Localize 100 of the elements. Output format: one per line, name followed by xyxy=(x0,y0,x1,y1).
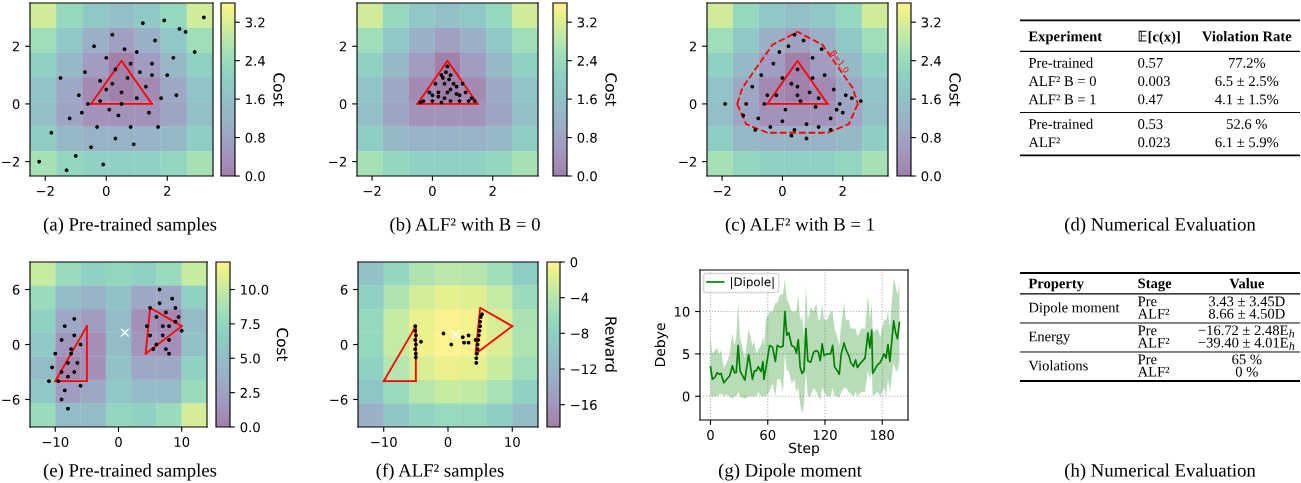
y-tick-label: 0 xyxy=(12,99,20,110)
text: (c) ALF² with B = 1 xyxy=(725,217,874,235)
text: Pre-trained xyxy=(1028,57,1094,68)
x-tick-label: 0 xyxy=(429,185,436,196)
text: ALF² xyxy=(1137,366,1170,377)
text: ALF² xyxy=(1137,337,1170,348)
text: 6.5 ± 2.5% xyxy=(1215,76,1279,87)
color-bar-label: 0.0 xyxy=(577,171,597,182)
x-tick-label: 10 xyxy=(174,436,190,447)
color-bar-label: −4 xyxy=(571,293,589,303)
text: 0.57 xyxy=(1138,57,1163,68)
legend-label: |Dipole| xyxy=(731,277,774,289)
text: Pre xyxy=(1138,325,1157,336)
x-tick-label: 2 xyxy=(839,185,846,196)
x-tick-label: −10 xyxy=(371,436,397,447)
x-axis-title: Step xyxy=(789,442,820,456)
color-bar-label: 2.4 xyxy=(921,55,941,66)
text: 0.53 xyxy=(1138,119,1163,130)
color-bar-label: 0 xyxy=(570,257,578,268)
y-tick-label: −2 xyxy=(2,156,19,167)
y-tick-label: 0 xyxy=(340,339,348,350)
y-tick-label: 0 xyxy=(682,391,690,402)
color-bar-label: 3.2 xyxy=(921,17,941,28)
y-tick-label: −2 xyxy=(329,156,346,167)
text: Dipole moment xyxy=(1028,302,1120,316)
color-bar-label: 1.6 xyxy=(246,94,265,105)
x-tick-label: 60 xyxy=(760,429,776,440)
y-tick-label: 10 xyxy=(674,306,690,317)
category-label: Stage xyxy=(1138,278,1172,292)
x-tick-label: 180 xyxy=(871,429,894,440)
text: 77.2% xyxy=(1228,57,1266,68)
text: Pre xyxy=(1138,296,1157,307)
text: (b) ALF² with B = 0 xyxy=(390,217,540,235)
color-bar-label: 3.2 xyxy=(245,17,265,28)
text: 6.1 ± 5.9% xyxy=(1215,137,1279,148)
text: 0.003 xyxy=(1138,76,1170,87)
color-bar-label: 0.8 xyxy=(577,132,597,143)
text: 8.66 ± 4.50D xyxy=(1208,308,1285,319)
x-tick-label: −2 xyxy=(36,185,54,196)
color-bar-label: −8 xyxy=(571,328,589,339)
color-bar-label: 2.4 xyxy=(245,55,265,66)
text: Violations xyxy=(1028,360,1088,371)
x-tick-label: 10 xyxy=(505,436,520,447)
text: ALF² B = 0 xyxy=(1028,76,1096,87)
x-tick-label: 2 xyxy=(489,185,496,196)
color-bar-label: 0.0 xyxy=(921,171,941,182)
category-label: 𝔼[c(x)] xyxy=(1138,30,1180,45)
x-tick-label: −2 xyxy=(713,185,731,196)
x-tick-label: 2 xyxy=(164,185,171,196)
text: ALF² xyxy=(1028,137,1060,148)
color-bar-title: Cost xyxy=(605,73,617,107)
color-bar-label: 0.8 xyxy=(921,132,941,143)
category-label: Value xyxy=(1229,278,1264,289)
y-tick-label: −2 xyxy=(679,156,696,167)
x-tick-label: −2 xyxy=(363,185,381,196)
y-tick-label: 2 xyxy=(689,41,696,52)
text: (e) Pre-trained samples xyxy=(43,463,217,481)
color-bar-title: Cost xyxy=(273,73,285,107)
y-axis-title: Debye xyxy=(654,323,668,367)
text: 0 % xyxy=(1235,366,1258,377)
category-label: Experiment xyxy=(1028,31,1103,45)
text: −16.72 ± 2.48E$_{h}$ xyxy=(1198,325,1295,338)
text: ALF² xyxy=(1137,308,1170,319)
text: 52.6 % xyxy=(1226,119,1267,130)
color-bar-label: 5.0 xyxy=(240,353,260,364)
color-bar-label: 10.0 xyxy=(241,284,269,295)
text: (f) ALF² samples xyxy=(376,463,504,481)
text: 65 % xyxy=(1232,354,1262,365)
x-tick-label: −10 xyxy=(42,436,69,447)
x-tick-label: 0 xyxy=(444,436,452,447)
color-bar-label: 7.5 xyxy=(240,319,260,330)
color-bar-label: −12 xyxy=(571,364,597,375)
text: −39.40 ± 4.01E$_{h}$ xyxy=(1198,337,1295,350)
category-label: Violation Rate xyxy=(1202,31,1292,42)
y-tick-label: 0 xyxy=(339,99,347,110)
y-tick-label: 2 xyxy=(339,41,346,52)
x-tick-label: 120 xyxy=(813,429,837,440)
y-tick-label: 2 xyxy=(12,41,19,52)
y-tick-label: 0 xyxy=(12,339,20,350)
text: 0.47 xyxy=(1138,94,1163,105)
y-tick-label: 5 xyxy=(682,349,690,360)
color-bar-title: Reward xyxy=(605,317,618,372)
text: 4.1 ± 1.5% xyxy=(1215,94,1279,105)
color-bar-label: 2.5 xyxy=(240,387,260,398)
text: (g) Dipole moment xyxy=(718,463,862,481)
color-bar-label: 0.0 xyxy=(245,171,265,182)
x-tick-label: 0 xyxy=(115,436,122,447)
x-tick-label: 0 xyxy=(779,185,786,196)
text: Pre-trained xyxy=(1028,118,1094,129)
color-bar-label: −16 xyxy=(571,399,597,410)
color-bar-label: 0.8 xyxy=(245,132,265,143)
color-bar-label: 3.2 xyxy=(577,17,597,28)
x-tick-label: 0 xyxy=(707,429,714,440)
y-tick-label: 6 xyxy=(340,284,348,295)
color-bar-label: 1.6 xyxy=(578,94,597,105)
color-bar-label: 2.4 xyxy=(577,55,597,66)
x-tick-label: 0 xyxy=(102,185,110,196)
category-label: Property xyxy=(1028,278,1084,292)
text: (d) Numerical Evaluation xyxy=(1065,217,1256,235)
text: Pre xyxy=(1138,354,1157,365)
